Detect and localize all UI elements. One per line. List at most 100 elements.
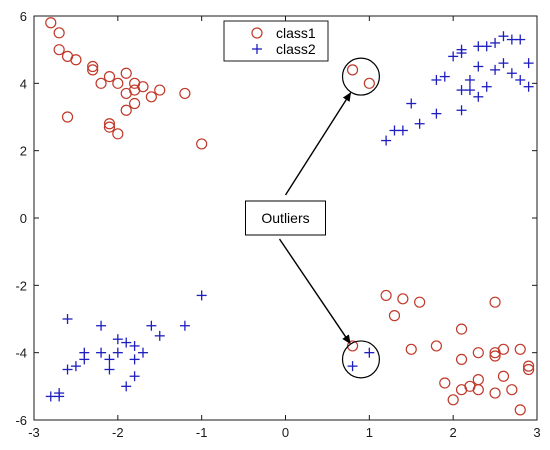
class1-point [506,384,518,396]
class2-point [364,347,375,358]
class2-point [96,320,107,331]
class2-point [62,364,73,375]
x-tick-label: -2 [112,425,124,440]
class1-point [523,363,535,376]
class1-point [87,60,99,73]
legend-label: class1 [276,25,316,41]
class1-point [45,17,57,29]
class1-point [489,296,501,308]
legend-marker-class1 [251,27,263,39]
class1-point [397,293,409,305]
class1-point [179,87,191,100]
class2-point [456,48,467,59]
legend-marker-class2 [252,44,262,54]
x-tick-label: 2 [450,425,457,440]
class2-point [456,105,467,116]
class2-point [481,81,492,92]
class2-point [112,347,123,358]
class2-point [498,31,509,42]
x-tick-label: 0 [282,425,289,440]
class2-point [381,135,392,146]
y-tick-label: -2 [15,278,27,293]
legend-item-class1: class1 [251,25,316,41]
class1-point [154,84,166,96]
class1-point [447,394,459,406]
class2-point [397,125,408,136]
legend-box [223,20,329,62]
class1-point [103,121,116,133]
legend-label: class2 [276,41,316,57]
class1-point [129,97,141,110]
class2-point [498,58,509,69]
class1-point [53,44,65,56]
class2-point [104,364,115,375]
class2-point [515,74,526,85]
legend-item-class2: class2 [252,41,316,57]
class2-point [389,125,400,136]
class2-point [431,74,442,85]
x-tick-label: 3 [533,425,540,440]
annotation-label: Outliers [261,210,309,226]
class1-point [514,343,526,355]
y-axis-ticks: -6 -4 -2 0 2 4 6 [15,9,537,428]
class1-point [70,54,82,66]
class2-point [490,64,501,75]
class2-point [79,354,90,365]
class1-point [87,64,99,76]
x-tick-label: 1 [366,425,373,440]
class2-point [473,41,484,52]
class2-point [54,388,65,399]
class1-point [472,347,484,359]
class2-point [515,34,526,45]
class1-point [523,360,535,372]
class1-point [120,104,132,116]
class2-point [121,381,132,392]
class1-point [120,67,132,79]
class2-point [104,354,115,365]
class2-point [146,320,157,331]
class2-point [129,354,140,365]
class2-point [523,81,534,92]
class1-point [472,374,484,386]
class1-point [53,27,65,39]
class2-point [506,68,517,79]
class2-point [456,85,467,96]
class1-point [145,91,157,103]
class2-point [464,85,475,96]
class1-point [388,310,401,322]
class1-point [380,289,392,302]
arrow-to-upper-outliers [284,92,352,196]
y-tick-label: -4 [15,346,27,361]
class1-point [137,81,149,93]
class1-point [95,77,107,89]
class2-point [196,290,207,301]
class1-point [196,138,208,150]
class1-point [414,296,426,308]
class2-point [96,347,107,358]
class2-point [112,334,123,345]
series-class2 [45,31,534,402]
class2-point [464,74,475,85]
class2-point [506,34,517,45]
y-tick-label: -6 [15,413,27,428]
class2-point [523,58,534,69]
class1-point [103,118,116,130]
class2-point [121,337,132,348]
class1-point [497,343,510,355]
outlier-annotations: Outliers [245,57,380,379]
class1-point [363,77,375,89]
class2-point [448,51,459,62]
class2-point [347,361,358,372]
arrow-to-lower-outliers [278,238,351,345]
class1-point [497,370,510,382]
x-tick-label: -1 [196,425,208,440]
y-tick-label: 6 [20,9,27,24]
class2-point [481,41,492,52]
outlier-circle [341,340,380,379]
class1-point [489,387,501,399]
x-tick-label: -3 [28,425,40,440]
class1-point [455,353,468,365]
series-class1 [45,17,535,416]
